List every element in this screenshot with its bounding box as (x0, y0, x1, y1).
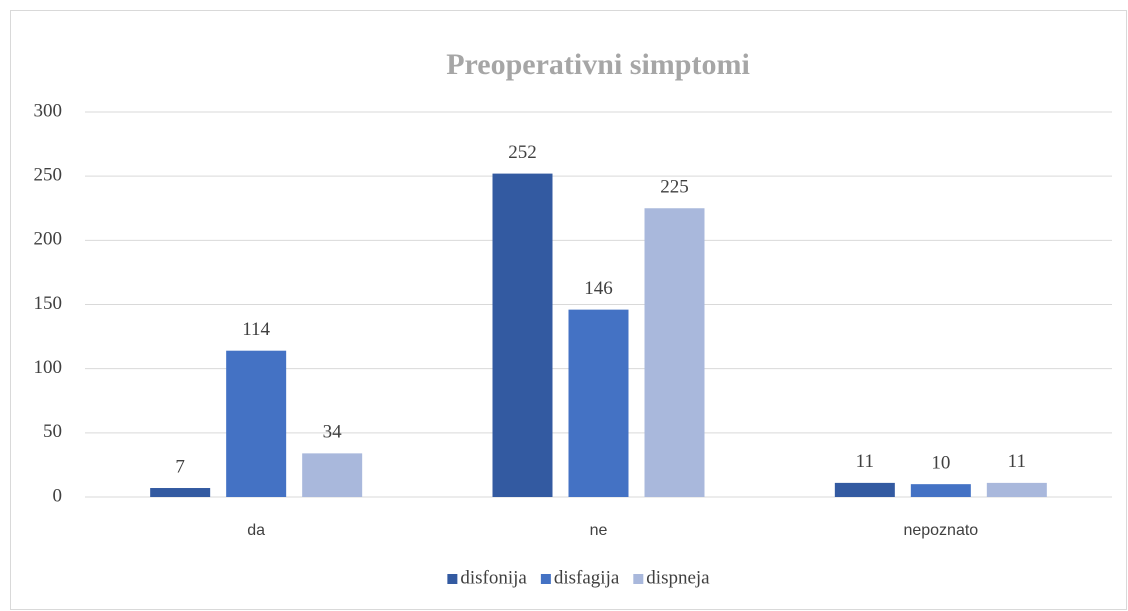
y-tick-label: 50 (43, 421, 62, 442)
y-tick-label: 0 (53, 485, 63, 506)
y-tick-label: 100 (34, 357, 63, 378)
y-tick-label: 300 (34, 100, 63, 121)
legend-label: dispneja (646, 567, 710, 588)
data-label: 225 (660, 177, 689, 198)
bar (150, 488, 211, 497)
chart-title: Preoperativni simptomi (446, 48, 750, 81)
y-tick-label: 250 (34, 165, 63, 186)
x-tick-label: nepoznato (903, 522, 978, 539)
legend-label: disfagija (554, 567, 620, 588)
legend-swatch (447, 574, 458, 584)
bar (644, 208, 705, 497)
y-tick-label: 150 (34, 293, 63, 314)
data-label: 11 (856, 451, 874, 472)
data-label: 34 (323, 422, 343, 443)
data-label: 252 (508, 142, 537, 163)
bar (492, 173, 553, 497)
legend-swatch (633, 574, 644, 584)
data-label: 10 (931, 453, 950, 474)
legend-swatch (540, 574, 551, 584)
x-tick-label: da (247, 522, 265, 539)
data-label: 114 (242, 319, 270, 340)
bar (834, 482, 895, 497)
data-label: 7 (175, 456, 185, 477)
data-label: 146 (584, 278, 613, 299)
bar (986, 482, 1047, 497)
bar (302, 453, 363, 497)
bar (568, 309, 629, 497)
data-label: 11 (1008, 451, 1026, 472)
bar (226, 350, 287, 497)
x-tick-label: ne (590, 522, 608, 539)
bar (910, 484, 971, 497)
legend-label: disfonija (460, 567, 527, 588)
y-tick-label: 200 (34, 229, 63, 250)
